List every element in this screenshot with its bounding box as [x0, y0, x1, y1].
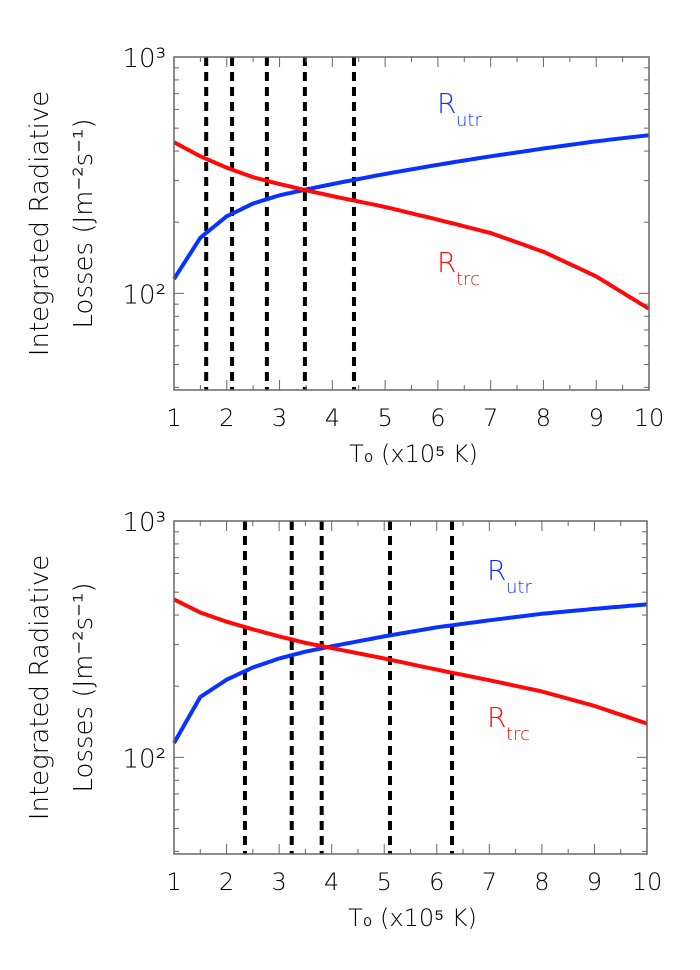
- top-chart: 1 2 3 4 5 6 7 8 9 10 10³ 10² T₀ (x10⁵ K) Integrated R…: [25, 44, 665, 468]
- r-trc-subscript: trc: [506, 724, 530, 745]
- r-trc-label: R: [487, 701, 506, 734]
- r-trc-curve: [173, 597, 648, 726]
- x-tick-label: 2: [219, 404, 234, 432]
- y-axis-label-line2: Losses (Jm⁻²s⁻¹): [69, 119, 99, 329]
- x-tick-label: 6: [430, 404, 445, 432]
- x-tick-label: 2: [219, 868, 234, 896]
- y-axis-label-line1: Integrated Radiative: [25, 91, 55, 356]
- x-tick-label: 8: [536, 404, 551, 432]
- r-utr-curve: [172, 133, 650, 281]
- x-axis-label: T₀ (x10⁵ K): [348, 904, 477, 932]
- x-tick-label: 8: [534, 868, 549, 896]
- x-tick-label: 10: [632, 868, 663, 896]
- bottom-chart: 1 2 3 4 5 6 7 8 9 10 10³ 10² T₀ (x10⁵ K) Integrated R…: [25, 508, 663, 932]
- x-tick-label: 10: [634, 404, 665, 432]
- x-tick-label: 1: [166, 404, 181, 432]
- y-axis-label-line2: Losses (Jm⁻²s⁻¹): [69, 583, 99, 793]
- r-trc-curve: [173, 140, 651, 311]
- y-tick-label: 10²: [122, 280, 166, 310]
- x-tick-label: 5: [377, 868, 392, 896]
- y-axis-label-line1: Integrated Radiative: [25, 555, 55, 820]
- r-utr-subscript: utr: [506, 577, 532, 598]
- x-tick-label: 5: [377, 404, 392, 432]
- r-trc-label: R: [437, 246, 456, 279]
- x-tick-label: 3: [272, 404, 287, 432]
- r-utr-subscript: utr: [456, 110, 482, 131]
- r-trc-subscript: trc: [456, 269, 480, 290]
- r-utr-label: R: [437, 87, 456, 120]
- x-tick-label: 7: [483, 404, 498, 432]
- x-tick-label: 6: [429, 868, 444, 896]
- x-tick-label: 4: [325, 404, 340, 432]
- y-tick-label: 10³: [122, 508, 166, 538]
- y-tick-label: 10³: [122, 44, 166, 74]
- x-tick-label: 9: [587, 868, 602, 896]
- r-utr-label: R: [487, 554, 506, 587]
- bottom-chart-panel: 1 2 3 4 5 6 7 8 9 10 10³ 10² T₀ (x10⁵ K) Integrated R…: [0, 464, 700, 947]
- x-tick-label: 7: [482, 868, 497, 896]
- x-tick-label: 9: [589, 404, 604, 432]
- x-tick-label: 4: [324, 868, 339, 896]
- top-chart-panel: 1 2 3 4 5 6 7 8 9 10 10³ 10² T₀ (x10⁵ K) Integrated R…: [0, 0, 700, 483]
- y-tick-label: 10²: [122, 744, 166, 774]
- x-tick-label: 3: [271, 868, 286, 896]
- plot-frame: [173, 56, 650, 391]
- x-axis-label: T₀ (x10⁵ K): [349, 440, 478, 468]
- x-tick-label: 1: [166, 868, 181, 896]
